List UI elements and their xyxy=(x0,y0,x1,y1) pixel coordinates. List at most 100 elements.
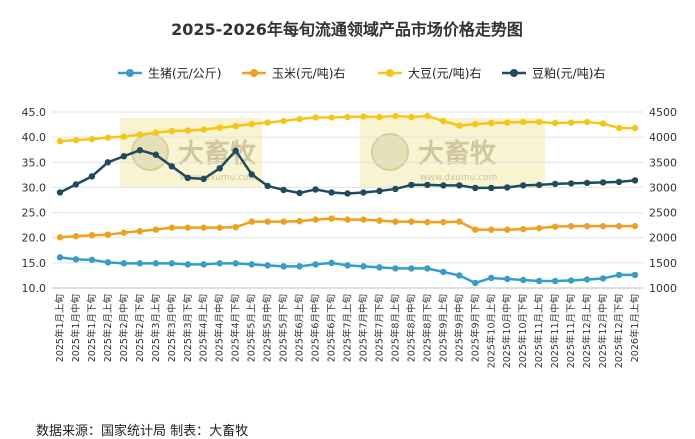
x-tick-label: 2025年9月上旬 xyxy=(437,294,449,362)
data-point xyxy=(168,260,175,267)
data-point xyxy=(535,224,543,232)
data-point xyxy=(232,260,239,267)
data-point xyxy=(360,113,367,120)
data-point xyxy=(599,275,607,282)
data-point xyxy=(344,113,351,121)
x-tick-label: 2025年7月中旬 xyxy=(357,294,369,362)
data-point xyxy=(312,114,319,121)
x-tick-label: 2025年9月下旬 xyxy=(469,294,481,362)
data-point xyxy=(535,277,543,285)
data-point xyxy=(88,232,96,239)
data-point xyxy=(328,215,335,222)
data-point xyxy=(296,115,303,123)
data-point xyxy=(296,189,303,197)
data-point xyxy=(104,231,112,238)
x-tick-label: 2025年4月中旬 xyxy=(214,294,226,362)
data-point xyxy=(472,279,479,287)
data-point xyxy=(280,263,287,270)
data-point xyxy=(136,260,144,267)
x-tick-label: 2025年4月下旬 xyxy=(230,294,242,362)
data-point xyxy=(136,147,144,154)
series-group xyxy=(56,112,639,287)
x-tick-label: 2025年4月上旬 xyxy=(198,294,210,362)
data-point xyxy=(440,218,447,226)
data-point xyxy=(216,165,223,172)
data-point xyxy=(104,134,112,141)
data-point xyxy=(200,224,207,231)
x-tick-label: 2025年3月下旬 xyxy=(182,294,194,362)
data-point xyxy=(567,222,575,230)
data-point xyxy=(232,147,239,154)
watermark-logo-icon xyxy=(371,133,409,171)
data-point xyxy=(328,114,335,121)
legend-label: 大豆(元/吨)右 xyxy=(408,66,481,81)
data-point xyxy=(104,259,112,266)
data-point xyxy=(152,129,160,136)
data-point xyxy=(424,181,431,189)
data-point xyxy=(344,216,351,223)
x-tick-label: 2025年10月上旬 xyxy=(485,294,497,368)
data-point xyxy=(280,218,287,225)
x-tick-label: 2025年2月中旬 xyxy=(118,294,130,362)
x-tick-label: 2025年5月上旬 xyxy=(246,294,258,362)
data-point xyxy=(440,117,447,125)
legend-label: 生猪(元/公斤) xyxy=(148,67,221,81)
data-point xyxy=(216,224,223,231)
data-point xyxy=(583,276,591,283)
data-point xyxy=(567,277,575,284)
data-point xyxy=(312,216,319,223)
legend-item: 豆粕(元/吨)右 xyxy=(502,66,605,81)
x-tick-label: 2025年1月下旬 xyxy=(86,294,98,362)
left-axis-tick-label: 30.0 xyxy=(22,181,47,194)
data-point xyxy=(120,153,128,160)
legend: 生猪(元/公斤) 玉米(元/吨)右 大豆(元/吨)右 豆粕(元/吨)右 xyxy=(118,66,605,81)
data-point xyxy=(168,224,175,231)
x-tick-label: 2025年2月上旬 xyxy=(102,294,114,362)
data-point xyxy=(535,181,543,189)
chart-title: 2025-2026年每旬流通领域产品市场价格走势图 xyxy=(171,20,523,39)
data-point xyxy=(376,187,383,195)
data-point xyxy=(615,222,623,230)
x-tick-label: 2025年6月上旬 xyxy=(294,294,306,362)
right-axis-tick-label: 3500 xyxy=(649,156,677,169)
x-tick-label: 2025年1月中旬 xyxy=(70,294,82,362)
data-point xyxy=(168,163,175,170)
data-point xyxy=(88,135,96,143)
data-point xyxy=(72,136,80,144)
x-tick-label: 2025年6月下旬 xyxy=(326,294,338,362)
data-point xyxy=(56,137,64,145)
data-point xyxy=(376,113,383,121)
data-point xyxy=(440,268,447,276)
left-axis-tick-label: 20.0 xyxy=(22,232,47,245)
data-point xyxy=(136,131,144,138)
left-axis-tick-label: 40.0 xyxy=(22,131,47,144)
data-point xyxy=(280,117,287,125)
left-axis-tick-label: 25.0 xyxy=(22,207,47,220)
data-point xyxy=(440,182,447,189)
data-point xyxy=(567,180,575,187)
data-point xyxy=(184,174,191,182)
x-tick-label: 2026年1月上旬 xyxy=(629,294,641,362)
legend-marker xyxy=(250,69,258,77)
x-tick-label: 2025年3月中旬 xyxy=(166,294,178,362)
data-point xyxy=(216,124,223,131)
data-point xyxy=(264,218,271,225)
right-axis-tick-label: 3000 xyxy=(649,181,677,194)
data-point xyxy=(136,227,144,235)
data-point xyxy=(184,127,191,134)
series-0 xyxy=(56,254,639,287)
legend-marker xyxy=(386,69,394,77)
data-point xyxy=(631,124,639,132)
data-point xyxy=(312,261,319,268)
data-point xyxy=(200,175,207,183)
series-3 xyxy=(56,147,639,197)
x-tick-label: 2025年10月下旬 xyxy=(517,294,529,368)
x-tick-label: 2025年11月上旬 xyxy=(533,294,545,368)
data-point xyxy=(456,182,463,189)
left-axis-tick-label: 10.0 xyxy=(22,282,47,295)
data-point xyxy=(504,119,511,126)
legend-item: 玉米(元/吨)右 xyxy=(242,66,345,81)
data-point xyxy=(424,218,431,226)
